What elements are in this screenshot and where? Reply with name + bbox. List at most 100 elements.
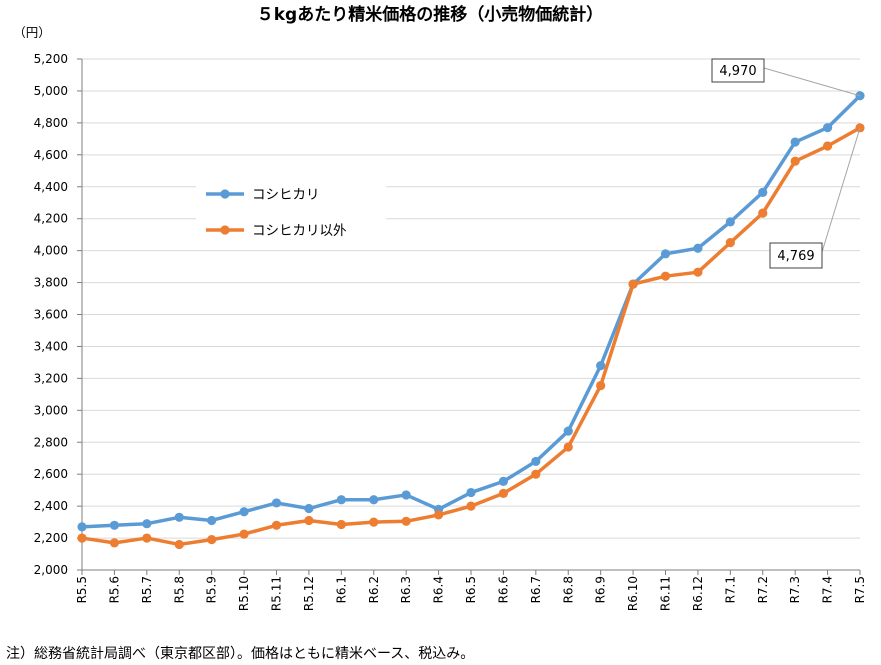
data-point: [304, 515, 314, 526]
legend-label: コシヒカリ以外: [252, 223, 347, 239]
data-point: [174, 512, 184, 522]
data-point: [433, 510, 444, 520]
data-point: [531, 469, 541, 479]
data-point: [369, 517, 379, 527]
data-point: [466, 501, 476, 511]
data-point: [758, 187, 768, 197]
y-tick-label: 3,200: [34, 371, 68, 385]
x-tick-label: R6.10: [626, 576, 640, 611]
data-point: [596, 380, 606, 391]
data-point: [109, 538, 120, 548]
y-tick-label: 3,600: [34, 308, 68, 322]
y-tick-labels: 2,000 2,200 2,400 2,600 2,800 3,000 3,200 3,400…: [34, 52, 68, 577]
x-tick-label: R5.8: [172, 576, 186, 603]
legend-swatch-marker: [220, 189, 230, 199]
data-point: [822, 123, 833, 133]
data-point: [498, 476, 509, 486]
y-tick-label: 2,400: [34, 499, 68, 513]
x-tick-label: R6.9: [594, 576, 608, 603]
data-point: [725, 217, 735, 227]
x-tick-label: R6.11: [659, 576, 673, 611]
callout-leader: [763, 67, 861, 97]
data-point: [531, 456, 541, 467]
y-tick-label: 4,600: [34, 148, 68, 162]
data-point: [271, 520, 282, 530]
data-point: [758, 208, 768, 218]
data-point: [563, 426, 573, 436]
data-point: [563, 442, 573, 452]
data-point: [401, 516, 411, 526]
data-point: [77, 533, 87, 543]
data-point: [239, 529, 249, 539]
x-tick-label: R5.12: [302, 576, 316, 611]
y-tick-label: 4,400: [34, 180, 68, 194]
data-point: [336, 519, 346, 530]
x-tick-label: R6.1: [334, 576, 348, 603]
x-tick-label: R6.8: [561, 576, 575, 603]
x-tick-label: R6.6: [496, 576, 510, 603]
x-tick-labels: R5.5 R5.6 R5.7 R5.8 R5.9 R5.10 R5.11 R5.12 R6.1 R…: [75, 576, 867, 611]
x-tick-label: R5.11: [270, 576, 284, 611]
data-point: [790, 137, 800, 147]
y-tick-label: 4,000: [34, 244, 68, 258]
axes: [77, 58, 861, 575]
data-point: [628, 279, 638, 289]
footnote: 注）総務省統計局調べ（東京都区部）。価格はともに精米ベース、税込み。: [6, 646, 475, 662]
y-tick-label: 2,600: [34, 467, 68, 481]
y-tick-label: 3,400: [34, 339, 68, 353]
callout-leader: [821, 127, 861, 253]
y-tick-label: 4,200: [34, 212, 68, 226]
data-point: [596, 361, 606, 371]
legend-swatch-marker: [220, 225, 230, 235]
value-callouts: 4,970 4,769: [711, 58, 861, 269]
data-point: [660, 271, 671, 281]
callout-label: 4,970: [719, 64, 756, 79]
data-point: [142, 533, 152, 543]
data-point: [693, 267, 703, 277]
y-tick-label: 5,200: [34, 52, 68, 66]
x-tick-label: R6.7: [529, 576, 543, 603]
data-point: [369, 495, 379, 505]
callout-label: 4,769: [777, 249, 814, 264]
x-tick-label: R7.2: [756, 576, 770, 603]
y-tick-label: 2,200: [34, 531, 68, 545]
data-point: [239, 507, 249, 517]
x-tick-label: R7.1: [723, 576, 737, 603]
data-point: [466, 487, 476, 498]
y-tick-label: 2,800: [34, 435, 68, 449]
series-lines: [77, 91, 865, 550]
data-point: [725, 238, 735, 248]
x-tick-label: R6.2: [367, 576, 381, 603]
y-tick-label: 3,800: [34, 276, 68, 290]
data-point: [207, 535, 217, 545]
data-point: [336, 495, 346, 505]
data-point: [790, 156, 800, 166]
gridlines: [82, 58, 860, 539]
x-tick-label: R5.6: [107, 576, 121, 603]
x-tick-label: R7.4: [821, 576, 835, 603]
callout-box: [711, 58, 765, 83]
x-tick-label: R5.10: [237, 576, 251, 611]
data-point: [401, 490, 411, 500]
callout-box: [769, 242, 823, 269]
data-point: [660, 249, 671, 259]
x-tick-label: R5.5: [75, 576, 89, 603]
data-point: [142, 519, 152, 529]
data-point: [174, 539, 184, 550]
y-tick-label: 4,800: [34, 116, 68, 130]
y-axis-unit: （円）: [13, 25, 51, 40]
x-tick-label: R5.9: [205, 576, 219, 603]
data-point: [77, 522, 87, 532]
data-point: [271, 498, 282, 508]
x-tick-label: R5.7: [140, 576, 154, 603]
data-point: [498, 488, 509, 498]
y-tick-label: 3,000: [34, 403, 68, 417]
legend-label: コシヒカリ: [252, 187, 320, 203]
data-point: [207, 515, 217, 526]
chart-title: ５kgあたり精米価格の推移（小売物価統計）: [257, 4, 603, 25]
x-tick-label: R6.5: [464, 576, 478, 603]
y-tick-label: 5,000: [34, 84, 68, 98]
line-chart: ５kgあたり精米価格の推移（小売物価統計） （円） 2,000 2,200 2,40…: [13, 4, 867, 611]
series-line: [81, 94, 862, 529]
